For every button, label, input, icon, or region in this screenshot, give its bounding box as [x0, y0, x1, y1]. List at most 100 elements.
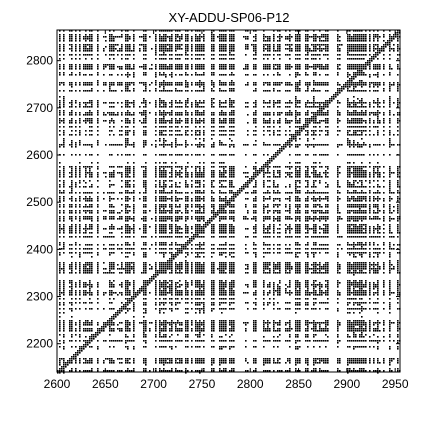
recurrence-point [113, 174, 115, 176]
recurrence-point [91, 184, 93, 186]
recurrence-point [185, 212, 187, 214]
recurrence-point [305, 68, 307, 70]
recurrence-point [389, 166, 391, 168]
recurrence-point [299, 200, 301, 202]
recurrence-point [355, 168, 357, 170]
recurrence-point [305, 204, 307, 206]
recurrence-point [267, 48, 269, 50]
recurrence-point [299, 58, 301, 60]
recurrence-point [63, 82, 65, 84]
recurrence-point [103, 68, 105, 70]
recurrence-point [397, 122, 399, 124]
recurrence-point [111, 114, 113, 116]
recurrence-point [111, 206, 113, 208]
recurrence-point [355, 104, 357, 106]
recurrence-point [337, 82, 339, 84]
recurrence-point [211, 38, 213, 40]
recurrence-point [75, 38, 77, 40]
recurrence-point [397, 212, 399, 214]
recurrence-point [169, 126, 171, 128]
recurrence-point [377, 198, 379, 200]
recurrence-point [353, 74, 355, 76]
recurrence-point [295, 162, 297, 164]
recurrence-point [89, 54, 91, 56]
recurrence-point [279, 64, 281, 66]
recurrence-point [273, 132, 275, 134]
recurrence-point [91, 40, 93, 42]
recurrence-point [159, 212, 161, 214]
recurrence-point [223, 212, 225, 214]
recurrence-point [273, 126, 275, 128]
recurrence-point [347, 106, 349, 108]
recurrence-point [199, 48, 201, 50]
recurrence-point [391, 212, 393, 214]
recurrence-point [117, 50, 119, 52]
recurrence-point [263, 164, 265, 166]
recurrence-point [355, 206, 357, 208]
recurrence-point [353, 120, 355, 122]
recurrence-point [307, 52, 309, 54]
recurrence-point [353, 122, 355, 124]
recurrence-point [195, 210, 197, 212]
recurrence-point [125, 182, 127, 184]
recurrence-point [89, 170, 91, 172]
recurrence-point [307, 82, 309, 84]
recurrence-point [133, 184, 135, 186]
recurrence-point [203, 88, 205, 90]
recurrence-point [389, 96, 391, 98]
recurrence-point [125, 168, 127, 170]
recurrence-point [397, 54, 399, 56]
recurrence-point [87, 166, 89, 168]
recurrence-point [79, 82, 81, 84]
recurrence-point [369, 126, 371, 128]
recurrence-point [373, 174, 375, 176]
recurrence-point [129, 120, 131, 122]
recurrence-point [349, 90, 351, 92]
recurrence-point [91, 64, 93, 66]
recurrence-point [197, 130, 199, 132]
recurrence-point [361, 198, 363, 200]
recurrence-point [369, 130, 371, 132]
recurrence-point [361, 86, 363, 88]
recurrence-point [213, 204, 215, 206]
recurrence-point [289, 134, 291, 136]
recurrence-point [185, 106, 187, 108]
recurrence-point [71, 58, 73, 60]
recurrence-point [111, 34, 113, 36]
recurrence-point [59, 134, 61, 136]
recurrence-point [233, 46, 235, 48]
recurrence-point [213, 214, 215, 216]
recurrence-point [287, 192, 289, 194]
recurrence-point [389, 118, 391, 120]
recurrence-point [133, 212, 135, 214]
recurrence-point [277, 54, 279, 56]
recurrence-point [295, 106, 297, 108]
recurrence-point [163, 174, 165, 176]
recurrence-point [325, 154, 327, 156]
recurrence-point [91, 154, 93, 156]
recurrence-point [359, 50, 361, 52]
recurrence-point [287, 84, 289, 86]
recurrence-point [299, 118, 301, 120]
recurrence-point [277, 64, 279, 66]
recurrence-point [165, 30, 167, 32]
recurrence-point [303, 128, 305, 130]
recurrence-point [269, 44, 271, 46]
recurrence-point [171, 130, 173, 132]
recurrence-point [159, 174, 161, 176]
recurrence-point [89, 216, 91, 218]
recurrence-point [397, 86, 399, 88]
recurrence-point [359, 166, 361, 168]
recurrence-point [269, 84, 271, 86]
recurrence-point [291, 102, 293, 104]
recurrence-point [295, 132, 297, 134]
recurrence-point [121, 174, 123, 176]
recurrence-point [127, 38, 129, 40]
recurrence-point [139, 112, 141, 114]
recurrence-point [185, 196, 187, 198]
recurrence-point [229, 114, 231, 116]
recurrence-point [161, 50, 163, 52]
recurrence-point [255, 184, 257, 186]
recurrence-point [359, 170, 361, 172]
recurrence-point [161, 154, 163, 156]
